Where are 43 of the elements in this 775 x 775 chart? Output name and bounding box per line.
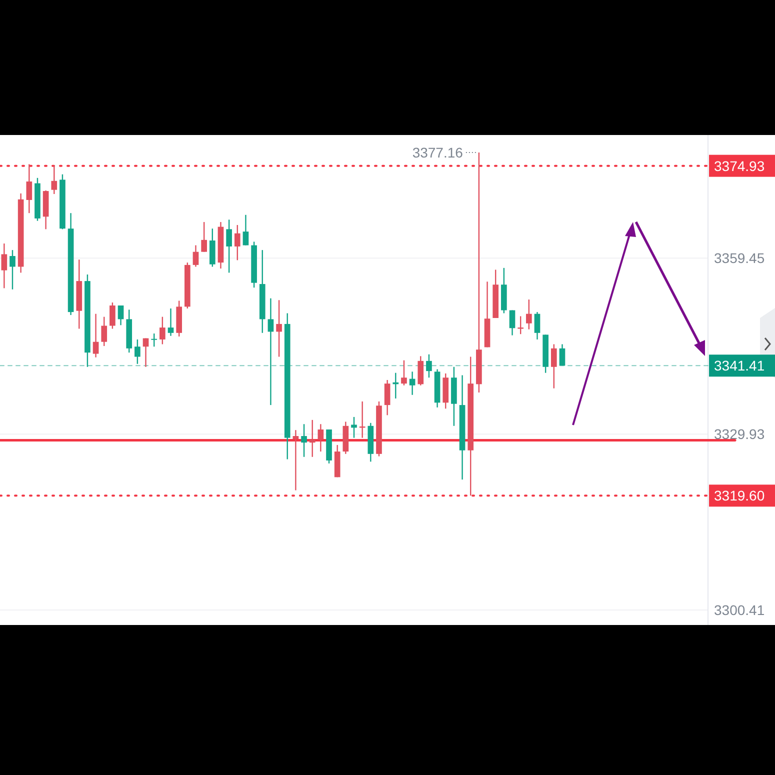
candlestick: [142, 338, 149, 368]
annotation: 3377.16: [412, 144, 464, 161]
candlestick: [268, 298, 274, 406]
ref-line-label: 3374.93: [714, 158, 765, 174]
candlestick: [192, 244, 199, 268]
y-tick-label: 3329.93: [714, 426, 765, 442]
candlestick: [301, 424, 307, 458]
candlestick: [559, 344, 566, 366]
candlestick: [384, 379, 390, 416]
candlestick: [118, 304, 124, 326]
candlestick: [318, 424, 324, 452]
candlestick: [151, 332, 158, 348]
ref-line-label: 3341.41: [714, 358, 765, 374]
candlestick: [201, 221, 207, 252]
candlestick: [10, 249, 16, 290]
candlestick: [534, 311, 540, 340]
candlestick: [276, 300, 282, 358]
candlestick: [92, 313, 99, 358]
candlestick: [168, 308, 174, 336]
candlestick: [409, 371, 416, 396]
candlestick: [51, 164, 58, 195]
candlestick: [292, 429, 299, 491]
candlestick: [234, 224, 240, 261]
candlestick: [1, 242, 8, 289]
candlestick: [101, 316, 108, 347]
candlestick: [309, 419, 316, 458]
candlestick: [226, 219, 232, 274]
candlestick: [134, 338, 140, 365]
candlestick: [209, 228, 216, 268]
candlestick: [26, 164, 32, 214]
candlestick: [160, 316, 166, 345]
candlestick: [550, 344, 557, 389]
candlestick: [351, 416, 357, 438]
candlestick: [418, 356, 424, 386]
ref-line-label: 3319.60: [714, 488, 765, 504]
candlestick: [526, 298, 532, 330]
candlestick: [110, 302, 116, 330]
candlestick: [426, 354, 432, 378]
candlestick: [401, 360, 407, 386]
candlestick: [242, 214, 249, 246]
candlestick: [509, 310, 516, 336]
y-tick-label: 3359.45: [714, 250, 765, 266]
y-tick-label: 3300.41: [714, 602, 765, 618]
